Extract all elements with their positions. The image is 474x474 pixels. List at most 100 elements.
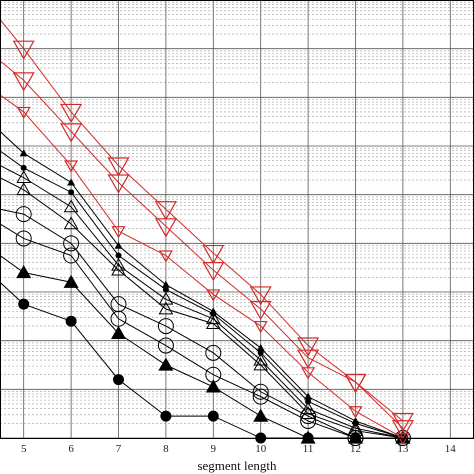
data-point bbox=[16, 265, 32, 279]
data-point bbox=[110, 296, 127, 313]
data-point bbox=[158, 357, 174, 371]
series-10 bbox=[0, 60, 414, 440]
series-line bbox=[0, 255, 403, 439]
data-point bbox=[162, 286, 169, 293]
series-line bbox=[0, 150, 404, 439]
data-point bbox=[111, 262, 126, 276]
data-point bbox=[60, 103, 83, 124]
data-point bbox=[158, 291, 174, 305]
data-point bbox=[205, 379, 221, 393]
chart-grid bbox=[0, 0, 474, 439]
data-point bbox=[256, 343, 265, 351]
data-point bbox=[348, 406, 363, 419]
data-point bbox=[253, 320, 268, 334]
data-point bbox=[111, 257, 126, 271]
series-line bbox=[0, 165, 404, 439]
data-point bbox=[252, 388, 269, 405]
series-11 bbox=[0, 19, 414, 433]
data-point bbox=[207, 410, 219, 422]
series-line bbox=[0, 223, 403, 439]
data-point bbox=[351, 416, 360, 424]
data-point bbox=[157, 318, 174, 335]
data-point bbox=[206, 289, 221, 302]
data-point bbox=[16, 182, 32, 196]
data-point bbox=[12, 72, 35, 92]
data-point bbox=[304, 392, 313, 400]
series-2 bbox=[0, 255, 411, 444]
chart-series bbox=[0, 19, 414, 446]
series-6 bbox=[0, 165, 411, 444]
data-point bbox=[63, 235, 80, 252]
data-point bbox=[253, 357, 269, 371]
x-tick-label: 5 bbox=[21, 443, 27, 455]
x-tick-label: 7 bbox=[116, 443, 122, 455]
data-point bbox=[63, 216, 79, 230]
data-point bbox=[15, 230, 32, 247]
data-point bbox=[19, 149, 28, 157]
data-point bbox=[158, 301, 174, 315]
series-line bbox=[0, 60, 404, 429]
data-point bbox=[253, 408, 269, 422]
series-line bbox=[0, 177, 403, 439]
x-tick-label: 12 bbox=[350, 443, 361, 455]
data-point bbox=[348, 423, 363, 437]
data-point bbox=[391, 412, 414, 433]
data-point bbox=[297, 337, 320, 357]
x-tick-label: 11 bbox=[303, 443, 314, 455]
data-point bbox=[154, 201, 177, 221]
data-point bbox=[63, 247, 80, 264]
data-point bbox=[205, 316, 221, 330]
x-tick-label: 8 bbox=[163, 443, 169, 455]
data-point bbox=[297, 349, 320, 369]
data-point bbox=[253, 352, 269, 366]
data-point bbox=[161, 280, 170, 288]
data-point bbox=[111, 325, 126, 339]
data-point bbox=[157, 337, 174, 354]
data-point bbox=[16, 170, 32, 184]
data-point bbox=[16, 106, 31, 120]
series-line bbox=[0, 94, 404, 439]
data-point bbox=[15, 206, 32, 223]
series-5 bbox=[0, 177, 411, 444]
series-line bbox=[0, 19, 404, 422]
data-point bbox=[12, 40, 35, 60]
data-point bbox=[257, 349, 264, 356]
x-tick-labels: 5 6 7 8 9 10 11 12 13 14 bbox=[21, 443, 456, 455]
series-3 bbox=[0, 223, 411, 446]
data-point bbox=[160, 410, 172, 422]
series-8 bbox=[0, 131, 407, 441]
data-point bbox=[300, 401, 316, 415]
data-point bbox=[344, 373, 367, 394]
data-point bbox=[63, 274, 79, 288]
data-point bbox=[20, 164, 27, 171]
x-tick-label: 9 bbox=[211, 443, 217, 455]
data-point bbox=[107, 157, 130, 177]
data-point bbox=[64, 160, 79, 173]
data-point bbox=[252, 383, 269, 400]
x-tick-label: 13 bbox=[397, 443, 409, 455]
series-line bbox=[0, 131, 404, 439]
data-point bbox=[67, 178, 76, 186]
x-tick-label: 6 bbox=[68, 443, 74, 455]
x-axis-label: segment length bbox=[197, 458, 277, 473]
data-point bbox=[60, 123, 83, 143]
data-point bbox=[158, 250, 173, 263]
data-point bbox=[202, 244, 225, 265]
data-point bbox=[249, 286, 272, 306]
data-point bbox=[249, 300, 272, 321]
data-point bbox=[205, 344, 222, 361]
data-point bbox=[348, 430, 363, 444]
data-point bbox=[113, 374, 124, 386]
data-point bbox=[18, 298, 30, 310]
data-point bbox=[63, 199, 79, 213]
x-tick-label: 14 bbox=[445, 443, 457, 455]
data-point bbox=[348, 420, 363, 434]
data-point bbox=[300, 430, 316, 444]
data-point bbox=[68, 189, 75, 196]
data-point bbox=[114, 241, 123, 249]
data-point bbox=[205, 366, 222, 383]
data-point bbox=[205, 311, 221, 325]
data-point bbox=[209, 307, 218, 315]
x-tick-label: 10 bbox=[255, 443, 267, 455]
